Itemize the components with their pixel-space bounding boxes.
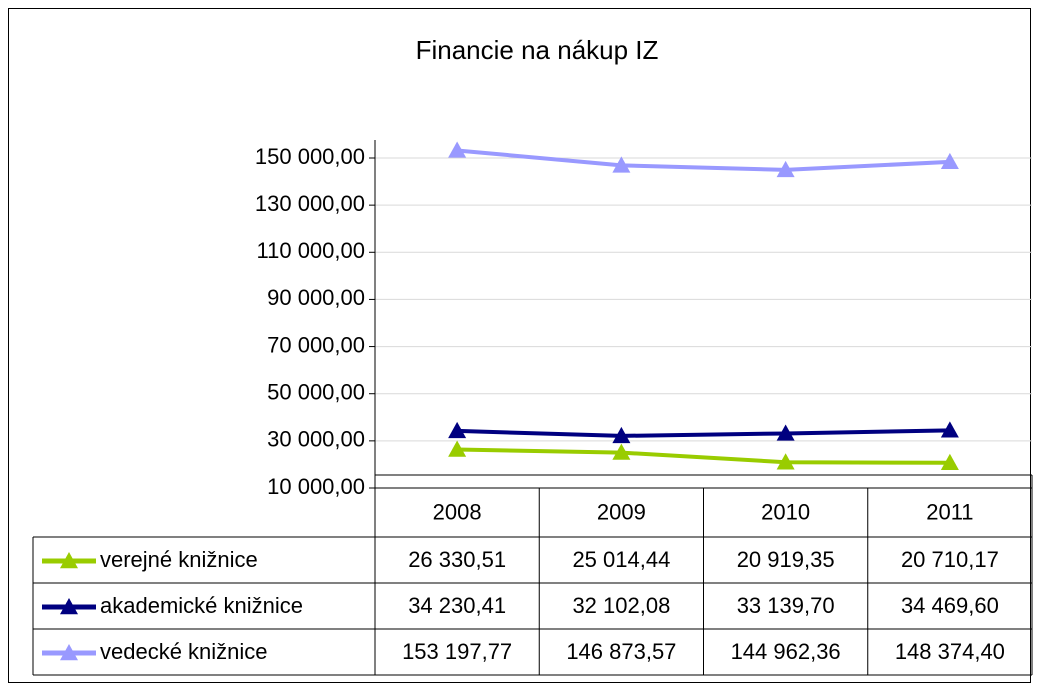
legend-marker [60,552,78,569]
y-tick-label: 70 000,00 [267,332,365,357]
x-tick-label: 2009 [597,499,646,524]
series-line [457,428,950,438]
chart-title: Financie na nákup IZ [416,35,659,65]
marker [612,426,631,444]
x-tick-label: 2008 [433,499,482,524]
table-value: 20 919,35 [737,547,835,572]
y-tick-label: 150 000,00 [255,144,365,169]
table-value: 153 197,77 [402,639,512,664]
legend-marker [60,644,78,661]
table-value: 146 873,57 [566,639,676,664]
table-value: 20 710,17 [901,547,999,572]
y-tick-label: 110 000,00 [257,238,365,263]
table-value: 25 014,44 [572,547,670,572]
legend-label: verejné knižnice [100,547,258,572]
x-tick-label: 2010 [761,499,810,524]
marker [448,440,467,457]
table-value: 26 330,51 [408,547,506,572]
table-value: 34 469,60 [901,593,999,618]
y-tick-label: 90 000,00 [267,285,365,310]
y-tick-label: 50 000,00 [267,380,365,405]
marker [940,152,959,170]
marker [448,141,467,158]
series-line [456,148,950,172]
marker [776,160,795,178]
y-tick-label: 10 000,00 [267,474,365,499]
table-value: 148 374,40 [895,639,1005,664]
marker [612,443,631,460]
x-tick-label: 2011 [926,499,973,524]
chart-border [8,8,1031,683]
marker [448,421,467,439]
marker [940,453,959,470]
marker [776,453,795,470]
table-value: 33 139,70 [737,593,835,618]
y-tick-label: 30 000,00 [267,427,365,452]
legend-marker [60,598,78,615]
y-tick-label: 130 000,00 [255,191,365,216]
legend-label: vedecké knižnice [100,639,268,664]
table-value: 144 962,36 [731,639,841,664]
series-line [457,447,950,465]
marker [940,421,959,438]
legend-label: akademické knižnice [100,593,303,618]
table-value: 32 102,08 [572,593,670,618]
marker [612,156,631,173]
table-value: 34 230,41 [408,593,506,618]
marker [776,424,795,441]
